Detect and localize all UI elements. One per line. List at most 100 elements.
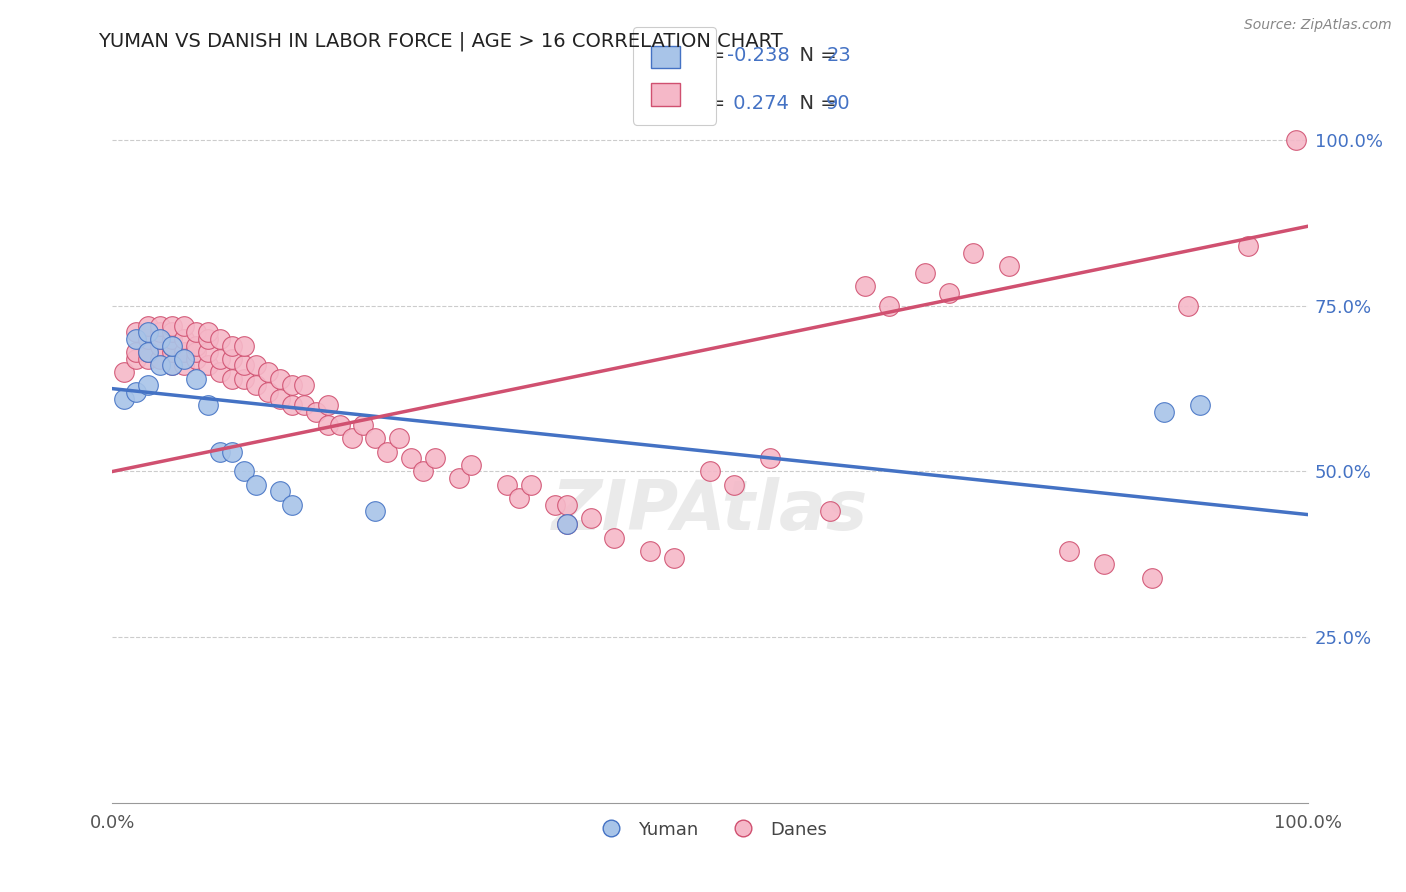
Point <box>1142 570 1164 584</box>
Point <box>114 392 135 406</box>
Point <box>138 378 160 392</box>
Point <box>723 477 745 491</box>
Point <box>149 351 172 366</box>
Point <box>245 378 267 392</box>
Point <box>257 365 280 379</box>
Text: YUMAN VS DANISH IN LABOR FORCE | AGE > 16 CORRELATION CHART: YUMAN VS DANISH IN LABOR FORCE | AGE > 1… <box>98 31 783 51</box>
Text: Source: ZipAtlas.com: Source: ZipAtlas.com <box>1244 18 1392 32</box>
Point <box>138 326 160 340</box>
Point <box>340 431 363 445</box>
Point <box>149 338 172 352</box>
Point <box>197 398 219 412</box>
Point <box>281 498 304 512</box>
Point <box>447 471 470 485</box>
Point <box>579 511 602 525</box>
Point <box>233 359 256 373</box>
Point <box>292 378 315 392</box>
Point <box>197 332 219 346</box>
Point <box>316 398 339 412</box>
Point <box>197 326 219 340</box>
Point <box>364 431 387 445</box>
Point <box>962 245 984 260</box>
Point <box>377 444 399 458</box>
Point <box>269 392 291 406</box>
Point <box>149 318 172 333</box>
Point <box>1177 299 1199 313</box>
Point <box>233 372 256 386</box>
Point <box>138 345 160 359</box>
Point <box>555 517 578 532</box>
Text: 23: 23 <box>827 46 851 65</box>
Point <box>938 285 960 300</box>
Point <box>555 498 578 512</box>
Point <box>1189 398 1212 412</box>
Point <box>197 345 219 359</box>
Point <box>125 332 148 346</box>
Text: -0.238: -0.238 <box>727 46 790 65</box>
Point <box>759 451 782 466</box>
Point <box>245 359 267 373</box>
Point <box>197 359 219 373</box>
Point <box>640 544 662 558</box>
Point <box>186 345 208 359</box>
Point <box>352 418 374 433</box>
Point <box>281 378 304 392</box>
Point <box>221 372 243 386</box>
Point <box>149 332 172 346</box>
Point <box>162 338 183 352</box>
Point <box>292 398 315 412</box>
Point <box>998 259 1021 273</box>
Point <box>329 418 352 433</box>
Point <box>233 465 256 479</box>
Point <box>257 384 280 399</box>
Point <box>269 372 291 386</box>
Legend: Yuman, Danes: Yuman, Danes <box>585 814 835 846</box>
Point <box>1237 239 1260 253</box>
Point <box>173 345 195 359</box>
Point <box>245 477 267 491</box>
Point <box>138 332 160 346</box>
Point <box>508 491 530 505</box>
Point <box>162 318 183 333</box>
Point <box>186 338 208 352</box>
Text: R =: R = <box>689 46 731 65</box>
Point <box>914 266 936 280</box>
Text: ZIPAtlas: ZIPAtlas <box>553 477 868 544</box>
Point <box>496 477 519 491</box>
Point <box>162 338 183 352</box>
Point <box>186 372 208 386</box>
Point <box>209 444 232 458</box>
Point <box>269 484 291 499</box>
Point <box>543 498 565 512</box>
Text: 0.274: 0.274 <box>727 95 789 113</box>
Point <box>138 345 160 359</box>
Text: N =: N = <box>787 95 842 113</box>
Point <box>460 458 482 472</box>
Point <box>603 531 626 545</box>
Point <box>138 318 160 333</box>
Point <box>114 365 135 379</box>
Point <box>425 451 447 466</box>
Point <box>209 365 232 379</box>
Point <box>221 338 243 352</box>
Point <box>520 477 543 491</box>
Point <box>855 279 877 293</box>
Point <box>305 405 328 419</box>
Point <box>401 451 423 466</box>
Point <box>125 384 148 399</box>
Point <box>1057 544 1080 558</box>
Point <box>221 351 243 366</box>
Point <box>209 351 232 366</box>
Point <box>1285 133 1308 147</box>
Point <box>1094 558 1116 572</box>
Point <box>364 504 387 518</box>
Point <box>316 418 339 433</box>
Point <box>233 338 256 352</box>
Point <box>149 359 172 373</box>
Point <box>162 345 183 359</box>
Point <box>186 351 208 366</box>
Point <box>664 550 686 565</box>
Point <box>149 326 172 340</box>
Point <box>125 345 148 359</box>
Point <box>125 351 148 366</box>
